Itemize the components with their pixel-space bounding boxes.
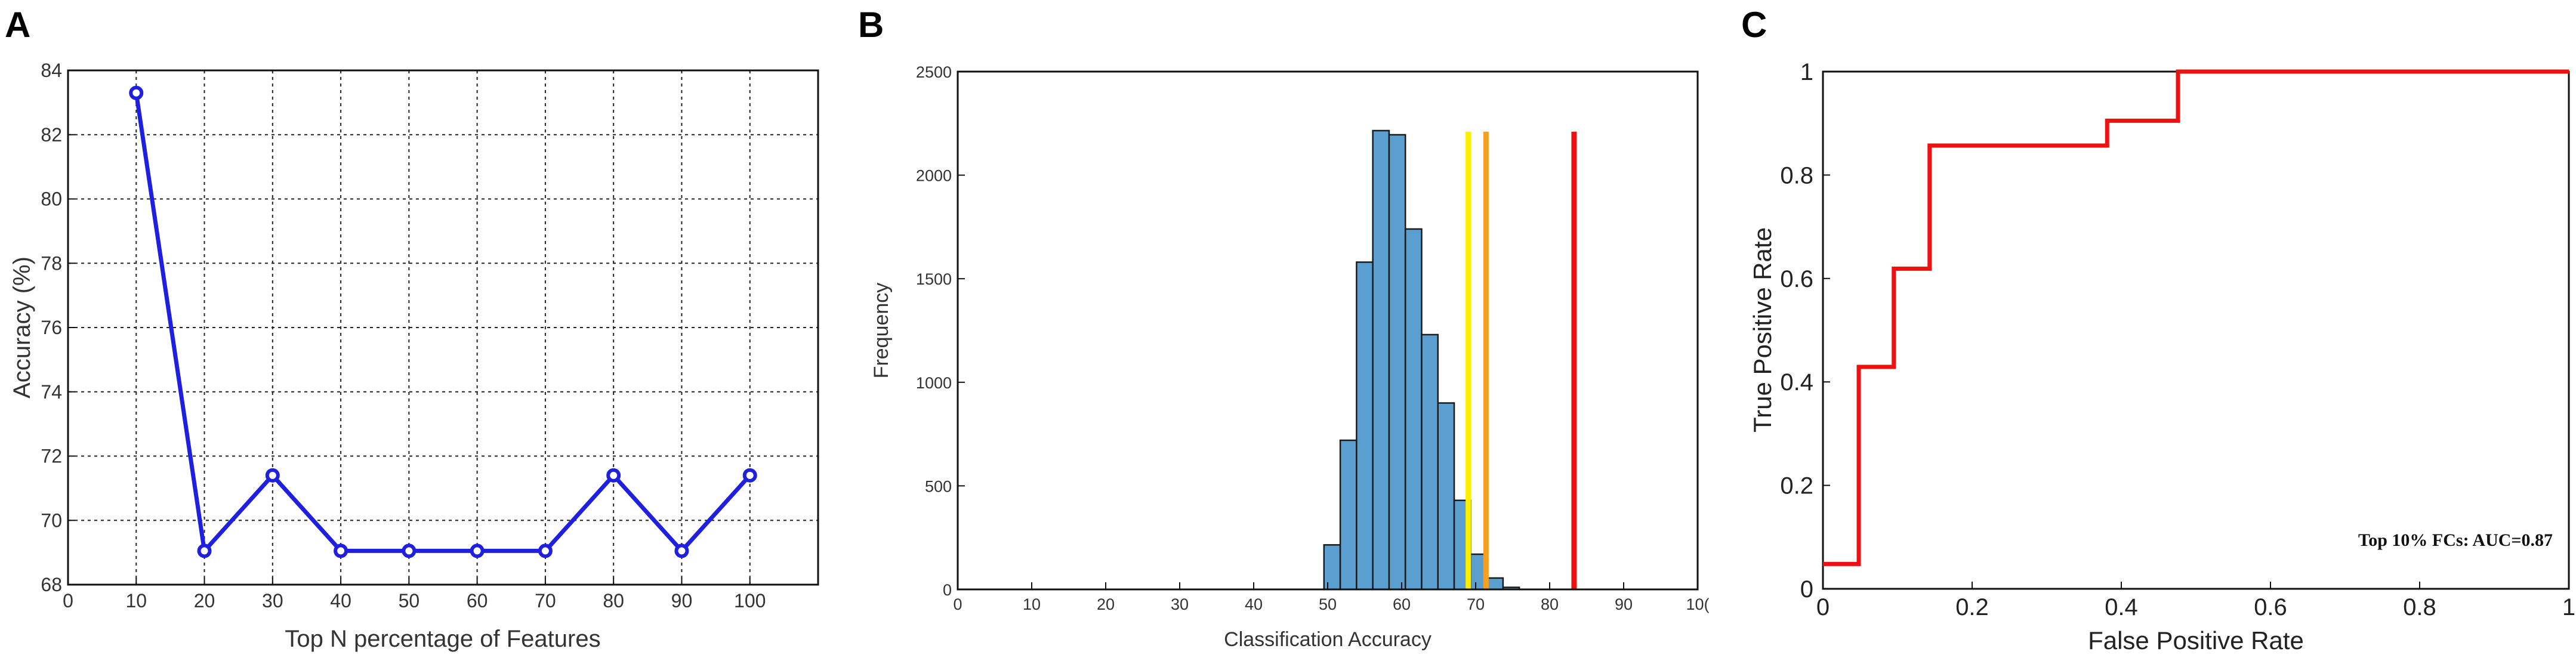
panel-a-x-tick-label: 20	[194, 590, 215, 611]
panel-c-y-axis-label: True Positive Rate	[1748, 227, 1776, 433]
panel-c-auc-annotation: Top 10% FCs: AUC=0.87	[2358, 530, 2553, 550]
panel-a-x-tick-label: 10	[125, 590, 147, 611]
panel-b-bars	[1323, 129, 1520, 591]
panel-a-data-point	[265, 468, 280, 483]
panel-c-frame	[1822, 70, 2570, 590]
panel-b-x-tick-label: 30	[1171, 595, 1189, 613]
panel-a-x-tick-label: 100	[734, 590, 766, 611]
panel-c-series	[1823, 69, 2569, 566]
panel-b-x-tick-label: 20	[1097, 595, 1115, 613]
panel-b-x-tick-label: 70	[1467, 595, 1485, 613]
panel-c-y-tick-label: 0.6	[1780, 266, 1813, 292]
panel-b-frame	[957, 70, 1699, 591]
panel-a-data-point	[606, 468, 621, 483]
panel-b-x-tick-label: 0	[953, 595, 962, 613]
panel-c-y-tick-label: 1	[1800, 59, 1813, 85]
panel-c-y-ticks: 0 0.2 0.4 0.6 0.8 1	[1780, 59, 1830, 603]
panel-a-x-tick-label: 40	[330, 590, 351, 611]
panel-c-x-tick-label: 0.8	[2403, 594, 2436, 620]
panel-a-y-tick-label: 76	[41, 317, 62, 338]
panel-c-y-tick-label: 0.2	[1780, 473, 1813, 499]
panel-b-y-tick-label: 1000	[916, 374, 952, 392]
panel-b-y-tick-label: 1500	[916, 270, 952, 288]
panel-c-y-tick-label: 0.8	[1780, 162, 1813, 189]
panel-a-data-point	[197, 543, 212, 558]
panel-a-data-point	[402, 543, 417, 558]
panel-c-x-axis-label: False Positive Rate	[2088, 626, 2304, 654]
panel-b-histogram-bar	[1339, 439, 1358, 591]
panel-b-x-axis-label: Classification Accuracy	[1224, 628, 1432, 651]
panel-a-x-tick-label: 70	[535, 590, 556, 611]
panel-b-x-tick-label: 60	[1393, 595, 1411, 613]
panel-c-x-tick-label: 0	[1816, 594, 1830, 620]
panel-a-y-tick-label: 72	[41, 446, 62, 467]
panel-a-y-axis-label: Accuracy (%)	[9, 257, 35, 399]
panel-b-histogram: 0 10 20 30 40 50 60 70 80 90 10( 0 500 1000 1500 2000 2…	[870, 63, 1710, 651]
panel-c-y-tick-label: 0	[1800, 576, 1813, 603]
panel-a-series-line	[134, 92, 752, 553]
panel-b-x-ticks: 0 10 20 30 40 50 60 70 80 90 10(	[953, 582, 1710, 613]
panel-b-x-tick-label: 10(	[1686, 595, 1709, 613]
panel-a-series	[129, 85, 757, 558]
panel-a-x-tick-label: 80	[603, 590, 624, 611]
panel-a-y-tick-label: 84	[41, 60, 62, 81]
panel-b-y-tick-label: 2500	[916, 63, 952, 81]
panel-a-data-point	[129, 85, 144, 100]
panel-a-x-tick-label: 50	[399, 590, 420, 611]
panel-b-x-tick-label: 10	[1023, 595, 1041, 613]
panel-c-y-tick-label: 0.4	[1780, 369, 1813, 396]
panel-b-histogram-bar	[1437, 402, 1455, 591]
panel-c-roc-chart: 0 0.2 0.4 0.6 0.8 1 0 0.2 0.4 0.6 0.8 1 Top 10% FC…	[1748, 59, 2575, 654]
panel-a-y-tick-label: 68	[41, 574, 62, 595]
panel-a-x-axis-label: Top N percentage of Features	[285, 626, 600, 652]
panel-c-x-tick-label: 0.2	[1955, 594, 1989, 620]
panel-b-histogram-bar	[1388, 134, 1406, 591]
panel-a-data-point	[538, 543, 553, 558]
panel-b-x-tick-label: 90	[1615, 595, 1633, 613]
panel-label-c: C	[1741, 5, 1767, 45]
panel-label-b: B	[858, 5, 884, 45]
panel-b-y-tick-label: 500	[925, 477, 952, 495]
panel-c-x-ticks: 0 0.2 0.4 0.6 0.8 1	[1816, 582, 2575, 620]
panel-b-y-tick-label: 0	[943, 581, 952, 599]
panel-a-y-tick-label: 74	[41, 381, 62, 403]
panel-a-x-tick-label: 0	[63, 590, 73, 611]
panel-a-accuracy-chart: 0 10 20 30 40 50 60 70 80 90 100 68 70 72 74 76 78 80 82 8…	[9, 60, 819, 652]
panel-c-x-tick-label: 0.6	[2254, 594, 2287, 620]
panel-b-histogram-bar	[1372, 129, 1390, 591]
panel-b-histogram-bar	[1404, 228, 1423, 591]
panel-a-data-point	[674, 543, 689, 558]
panel-a-x-tick-label: 90	[671, 590, 693, 611]
panel-a-y-tick-label: 80	[41, 189, 62, 210]
panel-a-data-point	[334, 543, 348, 558]
panel-b-x-tick-label: 50	[1319, 595, 1337, 613]
panel-b-histogram-bar	[1323, 544, 1341, 591]
panel-a-x-tick-label: 30	[262, 590, 283, 611]
panel-label-a: A	[5, 5, 30, 45]
panel-a-data-point	[742, 468, 757, 483]
panel-a-data-point	[470, 543, 485, 558]
panel-c-roc-curve	[1823, 69, 2569, 566]
panel-b-x-tick-label: 80	[1541, 595, 1559, 613]
panel-a-grid	[68, 70, 818, 585]
panel-a-y-ticks: 68 70 72 74 76 78 80 82 84	[41, 60, 75, 595]
panel-b-y-tick-label: 2000	[916, 167, 952, 185]
panel-a-y-tick-label: 82	[41, 124, 62, 146]
panel-a-x-tick-label: 60	[467, 590, 488, 611]
panel-b-histogram-bar	[1486, 577, 1504, 591]
panel-b-y-ticks: 0 500 1000 1500 2000 2500	[916, 63, 965, 599]
panel-b-y-axis-label: Frequency	[870, 283, 893, 379]
panel-b-reference-lines	[1466, 131, 1577, 589]
panel-a-y-tick-label: 70	[41, 509, 62, 531]
panel-a-y-tick-label: 78	[41, 252, 62, 274]
panel-c-x-tick-label: 0.4	[2105, 594, 2138, 620]
panel-c-x-tick-label: 1	[2562, 594, 2575, 620]
panel-b-histogram-bar	[1356, 261, 1374, 591]
panel-b-x-tick-label: 40	[1245, 595, 1263, 613]
panel-a-x-ticks: 0 10 20 30 40 50 60 70 80 90 100	[63, 577, 766, 611]
panel-b-histogram-bar	[1421, 333, 1439, 591]
